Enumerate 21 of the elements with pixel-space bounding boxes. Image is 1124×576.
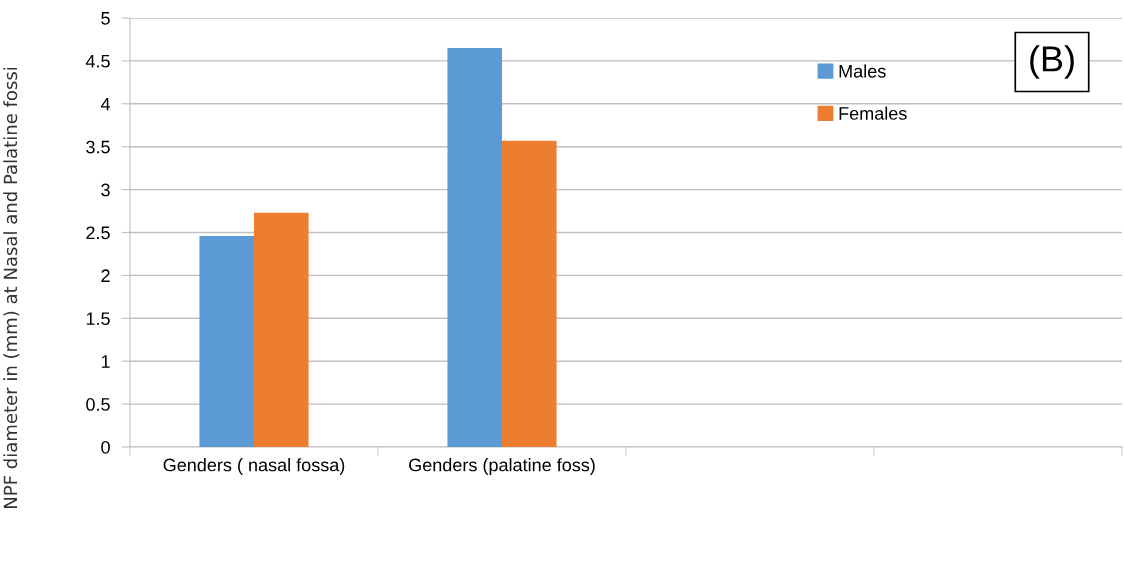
bar xyxy=(254,212,309,447)
y-tick-label: 4.5 xyxy=(85,55,110,68)
y-tick-label: 0.5 xyxy=(86,398,110,411)
y-tick-label: 5 xyxy=(101,12,110,25)
y-tick-label: 2 xyxy=(101,269,110,282)
legend-label: Males xyxy=(839,64,886,78)
bar xyxy=(502,140,557,447)
y-tick-label: 3 xyxy=(101,183,110,197)
bar xyxy=(447,48,502,447)
y-tick-label: 0 xyxy=(101,440,110,454)
legend-label: Females xyxy=(839,106,907,120)
y-tick-label: 3.5 xyxy=(86,140,110,154)
annotation: (B) xyxy=(1030,45,1074,79)
x-tick-label: Genders ( nasal fossa) xyxy=(163,458,345,475)
bar xyxy=(199,235,254,447)
y-tick-label: 2.5 xyxy=(86,226,110,240)
y-tick-label: 4 xyxy=(100,97,111,111)
x-tick-label: Genders (palatine foss) xyxy=(409,458,595,475)
y-tick-label: 1.5 xyxy=(86,312,110,326)
y-tick-label: 1 xyxy=(101,355,110,368)
y-axis-title: NPF diameter in (mm) at Nasal and Palatine fossi xyxy=(3,67,20,508)
